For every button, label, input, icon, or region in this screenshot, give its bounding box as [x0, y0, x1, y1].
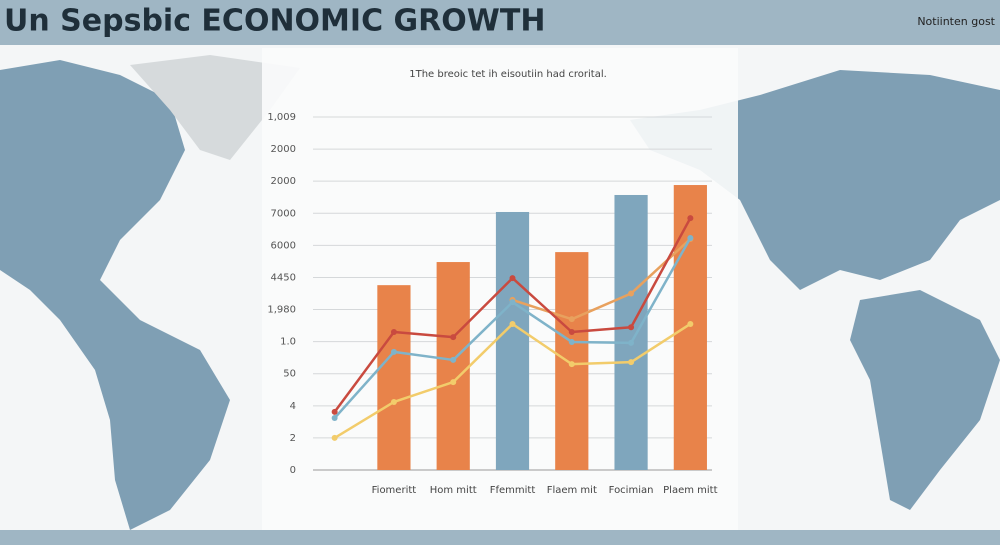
bar — [614, 194, 648, 471]
corner-note: Notiinten gost — [917, 15, 995, 28]
x-tick-label: Flaem mit — [547, 485, 597, 496]
point — [628, 359, 635, 366]
y-tick-label: 2000 — [271, 144, 296, 155]
point — [331, 434, 338, 441]
point — [450, 334, 457, 341]
point — [687, 320, 694, 327]
y-tick-label: 50 — [283, 369, 296, 380]
point — [509, 275, 516, 282]
bar — [555, 252, 589, 470]
bar — [495, 211, 530, 471]
point — [331, 415, 338, 422]
point — [687, 215, 694, 222]
x-tick-label: Focimian — [609, 485, 654, 496]
point — [628, 339, 635, 346]
point — [687, 234, 694, 241]
y-tick-label: 0 — [290, 465, 296, 476]
point — [450, 356, 457, 363]
line — [512, 238, 692, 321]
subtitle: 1The breoic tet ih eisoutiin had crorita… — [409, 69, 607, 80]
bar — [377, 285, 411, 470]
point — [509, 320, 516, 327]
y-tick-label: 7000 — [271, 208, 296, 219]
x-tick-label: Hom mitt — [430, 485, 477, 496]
x-tick-label: Plaem mitt — [663, 485, 717, 496]
point — [390, 348, 397, 355]
y-tick-label: 6000 — [271, 240, 296, 251]
y-tick-label: 2 — [290, 433, 296, 444]
y-tick-label: 2000 — [271, 176, 296, 187]
point — [628, 324, 635, 331]
x-tick-label: Ffemmitt — [490, 485, 536, 496]
point — [568, 338, 575, 345]
y-tick-label: 1,980 — [267, 305, 296, 316]
point — [331, 408, 338, 415]
x-tick-label: Fiomeritt — [372, 485, 417, 496]
point — [628, 290, 635, 297]
point — [568, 361, 575, 368]
y-tick-label: 1.0 — [280, 337, 296, 348]
point — [509, 299, 516, 306]
header-bar — [0, 0, 1000, 45]
y-tick-label: 4 — [290, 401, 296, 412]
y-tick-label: 1,009 — [267, 112, 296, 123]
point — [390, 398, 397, 405]
point — [390, 329, 397, 336]
footer-bar — [0, 530, 1000, 545]
bar — [673, 185, 707, 471]
y-tick-label: 4450 — [271, 272, 296, 283]
bar — [436, 262, 470, 470]
point — [568, 329, 575, 336]
chart-title: Un Sepsbic ECONOMIC GROWTH — [4, 4, 545, 39]
point — [568, 316, 575, 323]
point — [450, 379, 457, 386]
